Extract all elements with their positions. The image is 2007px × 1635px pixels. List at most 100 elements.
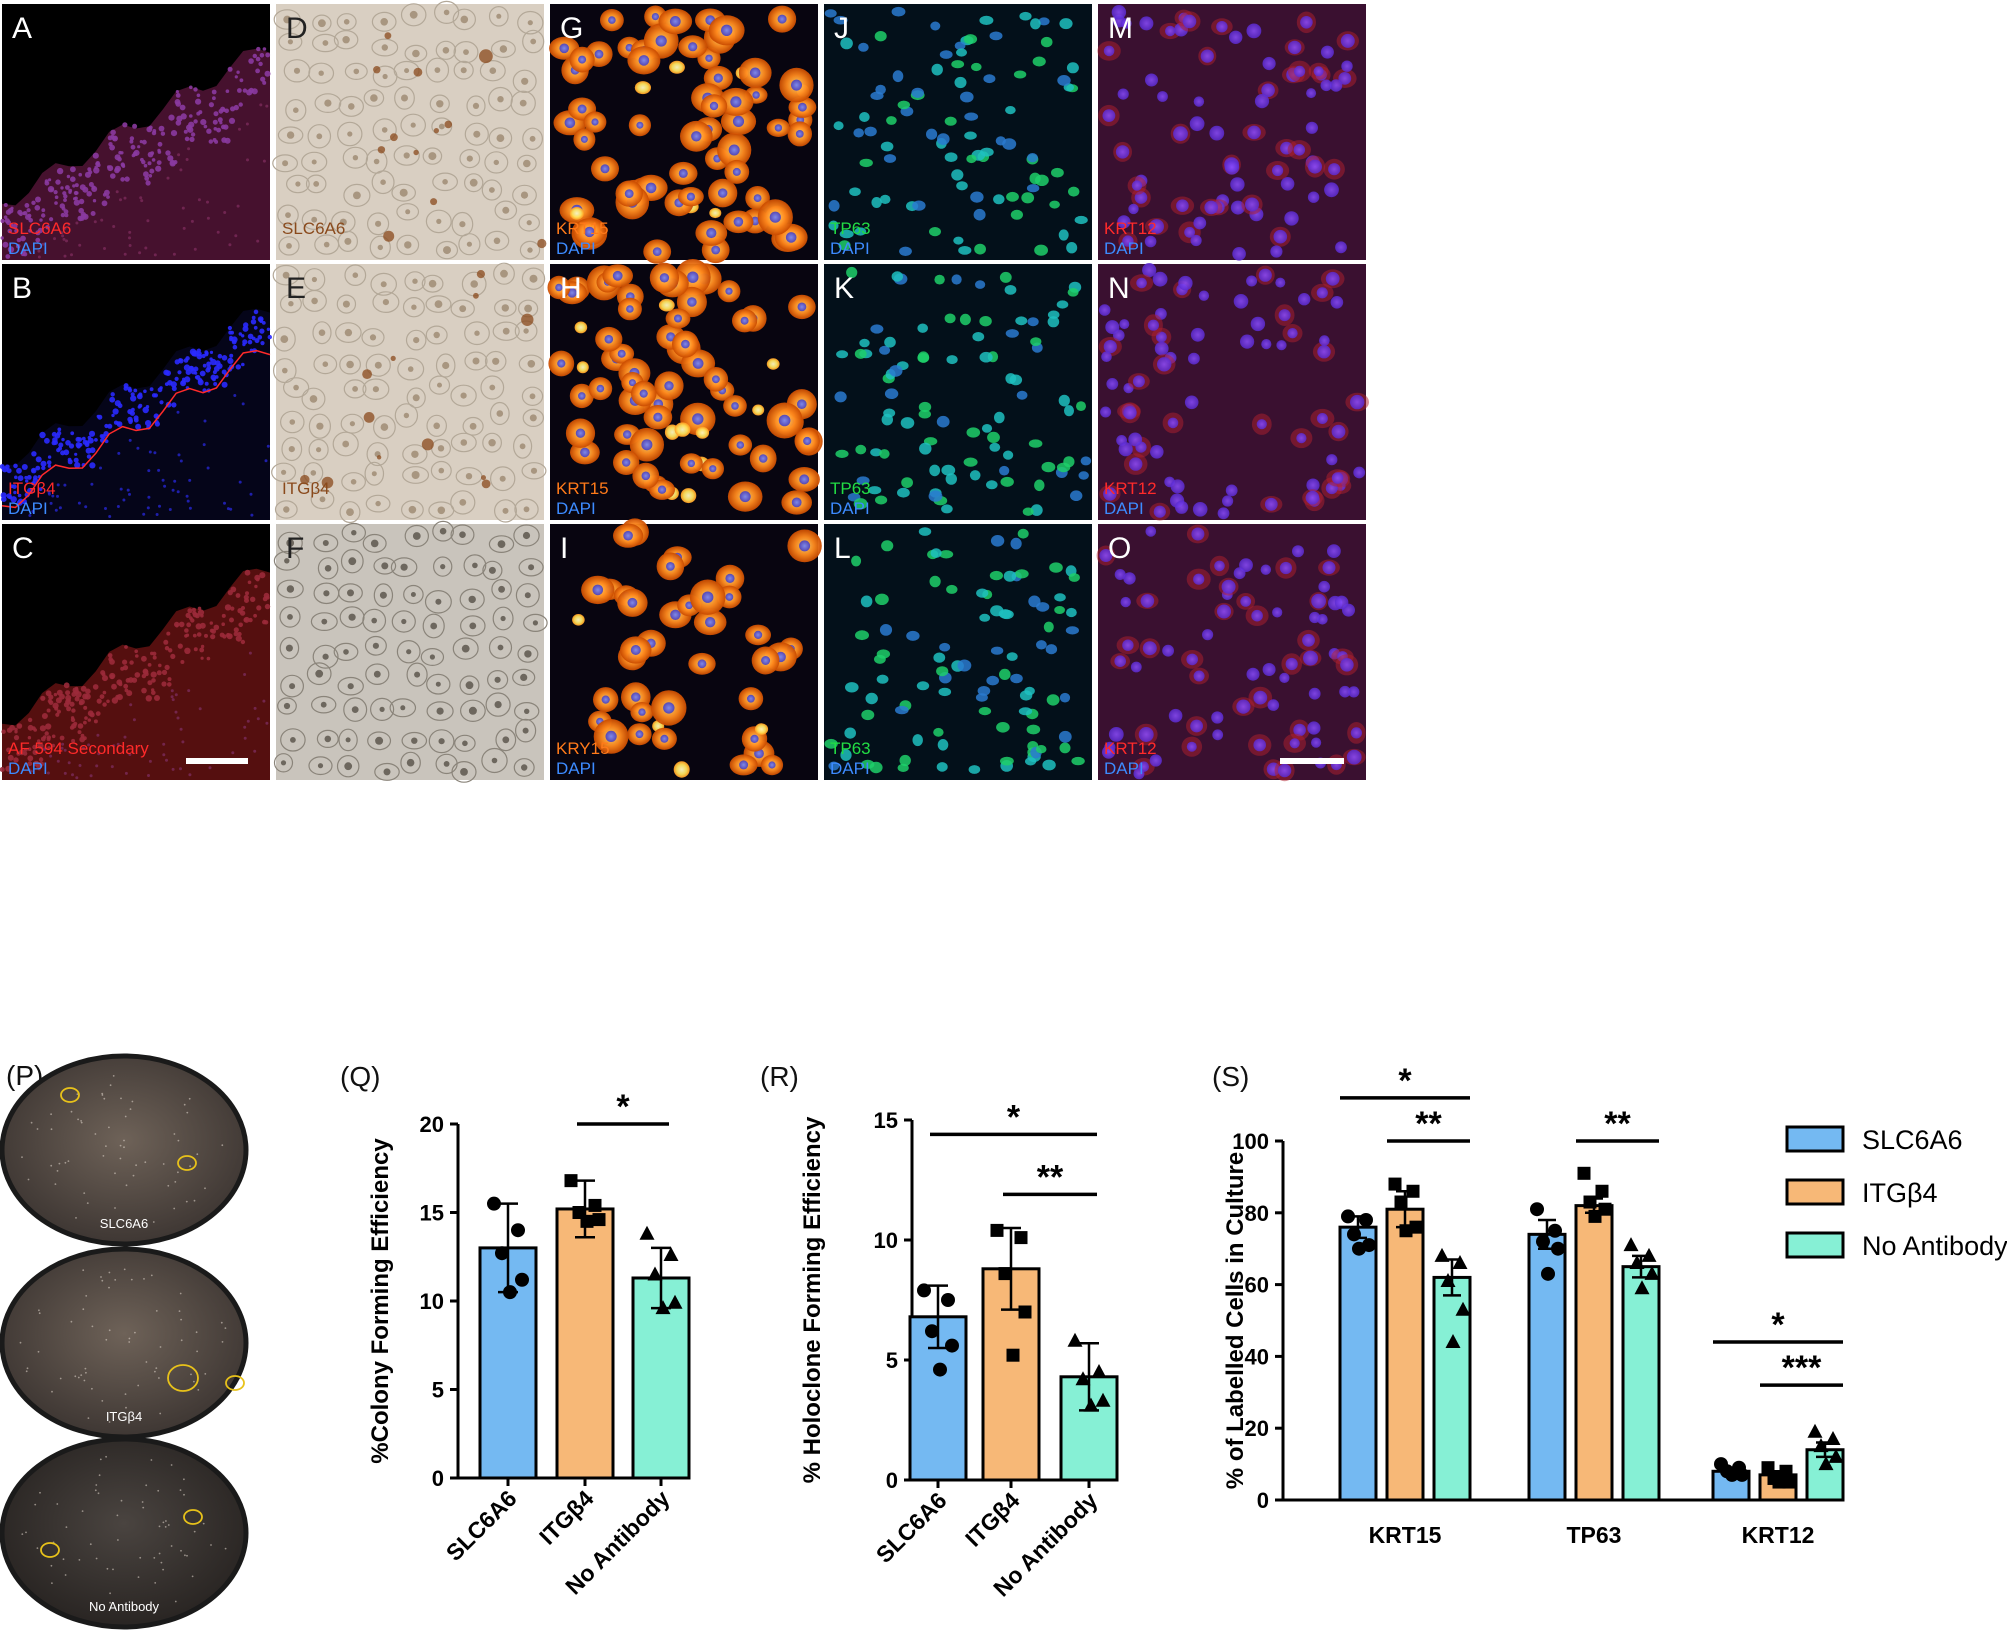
data-point xyxy=(1014,1231,1028,1245)
cell-nucleus xyxy=(1262,663,1276,676)
cell-nucleus xyxy=(608,16,616,24)
cell-nucleus xyxy=(1225,484,1238,497)
cell-nucleus xyxy=(1157,357,1172,372)
colony-speck xyxy=(179,1489,182,1491)
cell-nucleus xyxy=(350,479,357,485)
nucleus-dot xyxy=(242,339,248,345)
cell-nucleus xyxy=(705,617,716,628)
colony-speck xyxy=(204,1373,207,1375)
colony-speck xyxy=(180,1339,183,1342)
cell-nucleus xyxy=(414,671,421,678)
dab-deposit xyxy=(476,270,485,279)
data-point xyxy=(1388,1177,1402,1191)
tp63-nucleus xyxy=(956,181,968,191)
cell-nucleus xyxy=(1267,699,1280,711)
cell-nucleus xyxy=(319,496,326,503)
nucleus-dot xyxy=(225,89,230,93)
cell-nucleus xyxy=(627,597,638,608)
nucleus-dot xyxy=(16,237,22,243)
krt15-cell xyxy=(695,426,710,439)
bar xyxy=(1621,1265,1661,1502)
cell-outline xyxy=(430,460,452,481)
nucleus-dot xyxy=(92,152,99,159)
cell-nucleus xyxy=(410,592,416,597)
nucleus-dot xyxy=(107,423,113,429)
tp63-nucleus xyxy=(1032,56,1046,67)
nucleus-dot xyxy=(238,102,243,107)
tp63-nucleus xyxy=(884,388,899,400)
cell-nucleus xyxy=(555,283,563,292)
nucleus-dot xyxy=(40,736,46,742)
stromal-nucleus xyxy=(119,487,123,491)
cell-outline xyxy=(273,9,301,30)
nucleus-dot xyxy=(145,405,150,409)
dab-deposit xyxy=(433,128,439,134)
cell-nucleus xyxy=(1246,667,1260,681)
nucleus-dot xyxy=(192,350,199,357)
cell-nucleus xyxy=(459,305,467,313)
stromal-nucleus xyxy=(198,707,202,711)
nucleus-dot xyxy=(129,660,134,665)
nucleus-dot xyxy=(60,212,66,218)
colony-speck xyxy=(141,1501,144,1503)
colony-speck xyxy=(82,1308,85,1311)
nucleus-dot xyxy=(141,655,147,662)
cell-outline xyxy=(277,531,303,555)
colony-speck xyxy=(38,1309,40,1312)
cell-nucleus xyxy=(692,358,704,369)
nucleus-dot xyxy=(228,117,236,124)
cell-outline xyxy=(301,151,328,173)
cell-outline xyxy=(484,151,509,174)
nucleus-dot xyxy=(40,460,47,467)
cell-nucleus xyxy=(435,681,441,687)
cell-outline xyxy=(452,637,479,660)
colony-speck xyxy=(193,1530,196,1533)
tp63-nucleus xyxy=(944,313,956,324)
tp63-nucleus xyxy=(938,687,952,697)
cell-nucleus xyxy=(529,414,537,422)
tp63-nucleus xyxy=(1059,18,1073,30)
nucleus-dot xyxy=(143,163,148,168)
cell-nucleus xyxy=(371,471,377,477)
cell-nucleus xyxy=(1293,723,1306,737)
cell-nucleus xyxy=(1182,14,1197,29)
tp63-nucleus xyxy=(990,535,1005,547)
tp63-nucleus xyxy=(906,630,920,641)
nucleus-dot xyxy=(143,389,147,394)
cell-outline xyxy=(513,758,535,777)
nucleus-dot xyxy=(102,675,108,682)
nucleus-dot xyxy=(257,335,263,340)
cell-outline xyxy=(463,554,487,577)
cell-outline xyxy=(333,642,359,662)
cell-outline xyxy=(362,608,387,633)
cell-nucleus xyxy=(1348,686,1360,698)
counterstain-label: DAPI xyxy=(8,239,48,258)
cell-nucleus xyxy=(1106,378,1119,390)
cell-nucleus xyxy=(1224,160,1240,175)
nucleus-dot xyxy=(265,52,271,58)
data-point xyxy=(580,1214,594,1228)
tp63-nucleus xyxy=(840,37,853,50)
nucleus-dot xyxy=(238,332,242,336)
tp63-nucleus xyxy=(874,654,886,664)
tp63-nucleus xyxy=(1059,742,1071,754)
tp63-nucleus xyxy=(835,449,849,458)
stromal-nucleus xyxy=(165,758,168,762)
tp63-nucleus xyxy=(1018,707,1033,716)
nucleus-dot xyxy=(245,591,249,596)
nucleus-dot xyxy=(187,126,194,133)
cell-outline xyxy=(391,610,416,633)
cell-outline xyxy=(308,438,329,461)
cell-outline xyxy=(340,413,365,434)
cell-nucleus xyxy=(732,167,741,176)
nucleus-dot xyxy=(14,228,18,233)
cell-nucleus xyxy=(433,331,440,339)
nucleus-dot xyxy=(47,455,52,459)
stromal-nucleus xyxy=(46,771,50,775)
cell-nucleus xyxy=(1211,711,1224,724)
colony-speck xyxy=(124,1115,127,1118)
tp63-nucleus xyxy=(918,409,931,419)
nucleus-dot xyxy=(232,344,238,350)
cell-nucleus xyxy=(1284,211,1299,226)
cell-nucleus xyxy=(1162,644,1174,657)
